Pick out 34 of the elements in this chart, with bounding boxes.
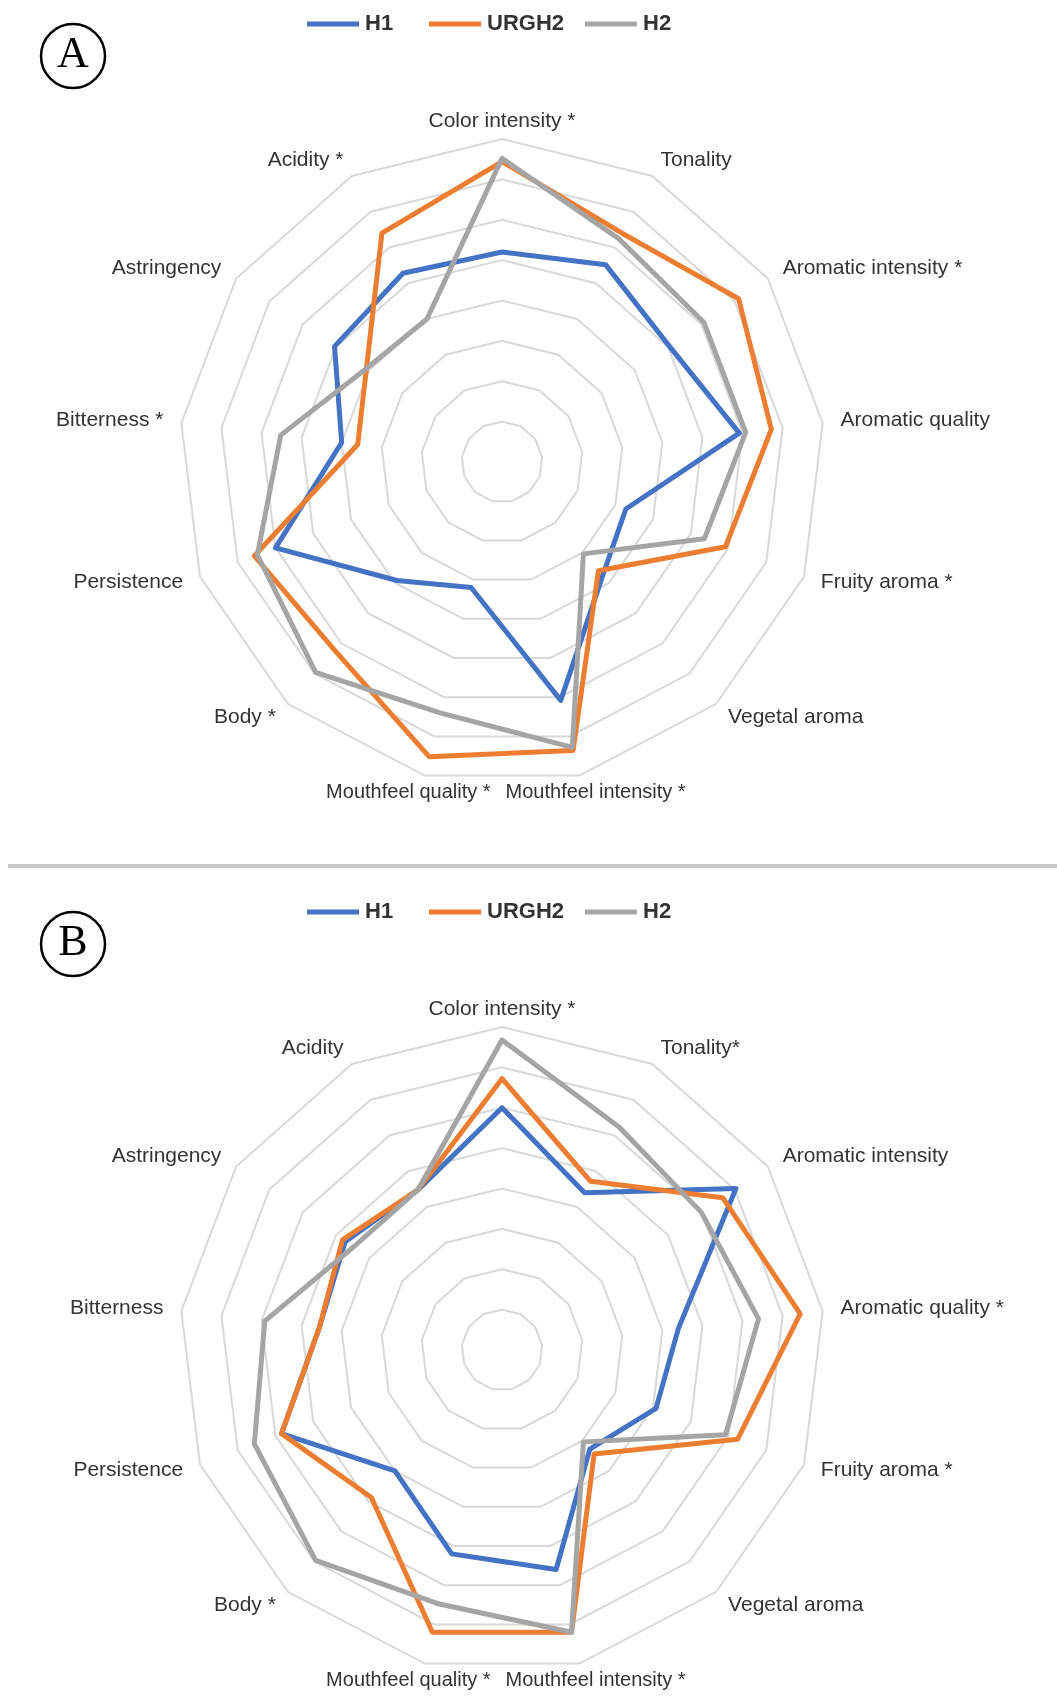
spoke-label: Bitterness bbox=[70, 1295, 164, 1319]
spoke-label: Mouthfeel quality * bbox=[326, 1668, 491, 1691]
chart-title: A bbox=[57, 28, 90, 78]
spoke-label: Aromatic intensity bbox=[782, 1142, 949, 1166]
legend-label: URGH2 bbox=[487, 897, 565, 923]
spoke-label: Fruity aroma * bbox=[820, 569, 953, 593]
spoke-label: Color intensity * bbox=[428, 107, 576, 131]
spoke-label: Mouthfeel intensity * bbox=[505, 780, 686, 803]
spoke-label: Body * bbox=[214, 703, 276, 727]
spoke-label: Astringency bbox=[111, 254, 222, 278]
spoke-label: Astringency bbox=[111, 1142, 222, 1166]
spoke-label: Mouthfeel quality * bbox=[326, 780, 491, 803]
legend-label: H2 bbox=[643, 9, 672, 35]
spoke-label: Tonality bbox=[660, 146, 733, 170]
spoke-label: Vegetal aroma bbox=[728, 703, 864, 727]
spoke-label: Aromatic intensity * bbox=[782, 254, 963, 278]
spoke-label: Persistence bbox=[73, 569, 184, 593]
legend-label: H1 bbox=[365, 9, 394, 35]
spoke-label: Body * bbox=[214, 1591, 276, 1615]
spoke-label: Aromatic quality bbox=[840, 407, 991, 431]
spoke-label: Bitterness * bbox=[56, 407, 164, 431]
legend-label: H1 bbox=[365, 897, 394, 923]
spoke-label: Vegetal aroma bbox=[728, 1591, 864, 1615]
legend-label: H2 bbox=[643, 897, 672, 923]
spoke-label: Mouthfeel intensity * bbox=[505, 1668, 686, 1691]
spoke-label: Color intensity * bbox=[428, 995, 576, 1019]
spoke-label: Tonality* bbox=[660, 1034, 740, 1058]
chart-title: B bbox=[58, 916, 88, 966]
spoke-label: Fruity aroma * bbox=[820, 1457, 953, 1481]
legend-label: URGH2 bbox=[487, 9, 565, 35]
spoke-label: Aromatic quality * bbox=[840, 1295, 1004, 1319]
spoke-label: Persistence bbox=[73, 1457, 184, 1481]
spoke-label: Acidity bbox=[281, 1034, 345, 1058]
spoke-label: Acidity * bbox=[267, 146, 344, 170]
